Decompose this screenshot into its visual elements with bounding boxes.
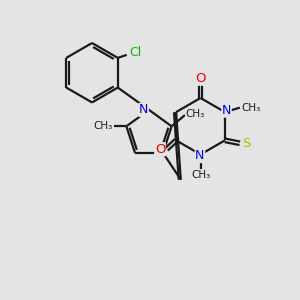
Text: N: N (195, 149, 205, 162)
Text: O: O (155, 143, 165, 156)
Text: CH₃: CH₃ (242, 103, 261, 112)
Text: CH₃: CH₃ (191, 170, 210, 180)
Text: CH₃: CH₃ (186, 109, 205, 118)
Text: N: N (139, 103, 148, 116)
Text: S: S (242, 137, 250, 150)
Text: Cl: Cl (129, 46, 141, 59)
Text: O: O (195, 72, 206, 85)
Text: N: N (222, 104, 231, 117)
Text: CH₃: CH₃ (93, 121, 112, 131)
